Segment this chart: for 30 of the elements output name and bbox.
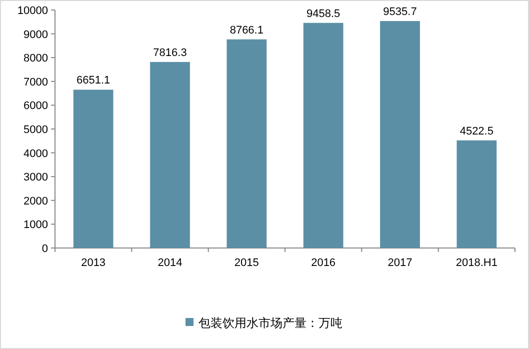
y-tick-label: 2000 <box>24 195 48 208</box>
bar <box>226 39 267 248</box>
data-label: 4522.5 <box>460 125 494 138</box>
x-tick-label: 2017 <box>388 257 412 269</box>
x-tick-label: 2015 <box>234 257 259 269</box>
y-tick-label: 0 <box>42 243 48 255</box>
y-tick-label: 9000 <box>24 28 48 41</box>
x-tick-label: 2014 <box>158 257 182 269</box>
y-tick-label: 1000 <box>24 219 48 232</box>
y-tick-label: 5000 <box>24 124 48 136</box>
data-label: 8766.1 <box>230 24 264 36</box>
data-label: 6651.1 <box>76 74 110 87</box>
y-tick-label: 8000 <box>24 52 48 65</box>
data-label: 9535.7 <box>383 6 417 18</box>
x-tick-label: 2018.H1 <box>456 257 498 269</box>
x-tick-label: 2013 <box>81 257 106 269</box>
y-tick-label: 6000 <box>24 100 48 112</box>
y-tick-label: 7000 <box>24 76 48 88</box>
bar <box>380 21 420 248</box>
bar <box>456 140 497 248</box>
y-tick-label: 10000 <box>17 5 48 17</box>
y-tick-label: 3000 <box>24 172 48 184</box>
legend-label: 包装饮用水市场产量：万吨 <box>198 316 342 330</box>
x-tick-label: 2016 <box>311 257 336 269</box>
bar <box>73 90 114 248</box>
data-label: 7816.3 <box>153 46 187 59</box>
bar <box>150 62 190 248</box>
data-label: 9458.5 <box>306 8 340 20</box>
bar <box>303 22 344 248</box>
y-tick-label: 4000 <box>24 148 48 160</box>
